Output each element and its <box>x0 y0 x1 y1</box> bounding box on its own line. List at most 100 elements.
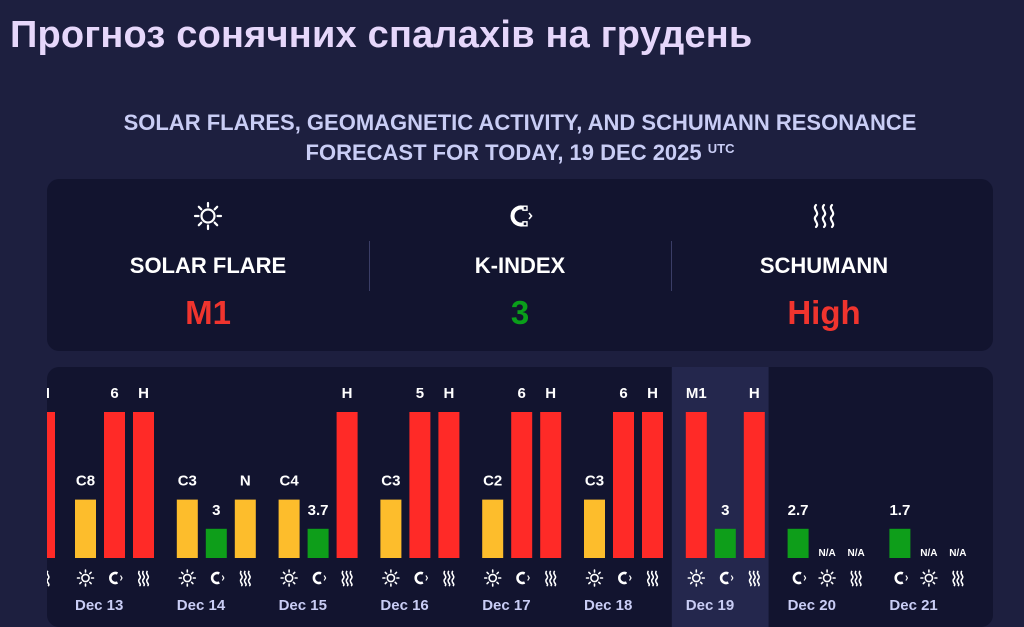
k-index-label: K-INDEX <box>474 253 566 278</box>
page-title: Прогноз сонячних спалахів на грудень <box>10 14 753 56</box>
wave-icon <box>47 570 50 587</box>
flare-bar <box>380 499 402 558</box>
kindex-bar <box>714 528 736 558</box>
kindex-bar <box>409 412 431 558</box>
date-label: Dec 13 <box>75 597 123 614</box>
solar-flare-value: M1 <box>185 294 231 331</box>
subtitle-line-1: SOLAR FLARES, GEOMAGNETIC ACTIVITY, AND … <box>123 110 917 135</box>
wave-icon <box>809 201 839 236</box>
flare-bar-label: C3 <box>178 473 197 490</box>
kindex-bar-label: 2.7 <box>788 502 809 519</box>
kindex-bar <box>889 528 911 558</box>
kindex-bar <box>104 412 125 558</box>
date-label: Dec 14 <box>177 597 226 614</box>
wave-icon <box>850 570 862 587</box>
flare-bar-label: M1 <box>686 385 707 402</box>
kindex-bar-label: 5 <box>416 385 424 402</box>
flare-bar <box>482 499 504 558</box>
schumann-summary: SCHUMANN High <box>671 179 977 351</box>
sun-icon <box>483 569 502 587</box>
schumann-bar-label: H <box>749 385 760 402</box>
utc-label: UTC <box>707 141 735 156</box>
kindex-bar <box>205 528 227 558</box>
magnet-icon <box>312 571 327 585</box>
flare-bar <box>75 499 96 558</box>
forecast-chart: H C8 6 H Dec 13 C3 3 N Dec 14 C4 3.7 H Dec 15 C3 5 H Dec… <box>47 367 993 627</box>
schumann-bar <box>234 499 256 558</box>
schumann-value: High <box>787 294 861 331</box>
magnet-icon <box>894 571 909 585</box>
sun-icon <box>382 569 400 587</box>
wave-icon <box>341 570 353 587</box>
sun-icon <box>818 569 836 587</box>
date-label: Dec 19 <box>686 597 734 614</box>
flare-bar-label: C3 <box>381 473 400 490</box>
flare-na-label: N/A <box>818 548 835 559</box>
flare-bar <box>685 412 707 558</box>
date-label: Dec 18 <box>584 597 632 614</box>
wave-icon <box>748 570 760 587</box>
solar-flare-label: SOLAR FLARE <box>129 253 287 278</box>
subtitle-date: FORECAST FOR TODAY, 19 DEC 2025 <box>305 140 702 165</box>
flare-bar-label: C3 <box>585 473 604 490</box>
flare-bar-label: C8 <box>76 473 95 490</box>
kindex-bar-label: 6 <box>619 385 627 402</box>
schumann-bar-label: H <box>647 385 658 402</box>
wave-icon <box>239 570 251 587</box>
schumann-bar <box>642 412 663 558</box>
wave-icon <box>137 570 150 587</box>
forecast-subtitle: SOLAR FLARES, GEOMAGNETIC ACTIVITY, AND … <box>0 108 1024 168</box>
kindex-bar <box>787 528 809 558</box>
magnet-icon <box>792 571 807 585</box>
schumann-bar-label: N <box>240 473 251 490</box>
subtitle-line-2: FORECAST FOR TODAY, 19 DEC 2025 UTC <box>0 138 1024 168</box>
wave-icon <box>545 570 557 587</box>
wave-icon <box>443 570 455 587</box>
schumann-bar <box>438 412 460 558</box>
flare-bar-label: C4 <box>280 473 300 490</box>
date-label: Dec 21 <box>889 597 937 614</box>
kindex-bar <box>613 412 634 558</box>
kindex-bar-label: 6 <box>110 385 118 402</box>
wave-icon <box>952 570 964 587</box>
kindex-bar-label: 1.7 <box>889 502 910 519</box>
date-label: Dec 20 <box>788 597 836 614</box>
kindex-bar <box>307 528 329 558</box>
previous-day-bar <box>47 412 55 558</box>
magnet-icon <box>618 571 632 585</box>
date-label: Dec 16 <box>380 597 428 614</box>
magnet-icon <box>414 571 429 585</box>
flare-bar <box>584 499 605 558</box>
schumann-bar <box>336 412 358 558</box>
magnet-icon <box>516 571 530 585</box>
magnet-icon <box>109 571 123 585</box>
solar-flare-summary: SOLAR FLARE M1 <box>47 179 369 351</box>
schumann-bar <box>540 412 562 558</box>
sun-icon <box>193 201 223 236</box>
magnet-icon <box>210 571 225 585</box>
k-index-summary: K-INDEX 3 <box>369 179 671 351</box>
date-label: Dec 17 <box>482 597 530 614</box>
date-label: Dec 15 <box>279 597 327 614</box>
sun-icon <box>280 569 298 587</box>
forecast-chart-svg: H C8 6 H Dec 13 C3 3 N Dec 14 C4 3.7 H Dec 15 C3 5 H Dec… <box>47 367 967 627</box>
wave-icon <box>646 570 659 587</box>
flare-bar <box>176 499 198 558</box>
kindex-bar-label: 3 <box>721 502 729 519</box>
sun-icon <box>687 569 706 587</box>
schumann-na-label: N/A <box>847 548 864 559</box>
schumann-bar <box>743 412 765 558</box>
kindex-bar-label: 6 <box>518 385 526 402</box>
schumann-label: SCHUMANN <box>759 253 889 278</box>
previous-day-bar-label: H <box>47 385 50 402</box>
sun-icon <box>920 569 938 587</box>
schumann-bar <box>133 412 154 558</box>
k-index-value: 3 <box>510 294 530 331</box>
kindex-bar <box>511 412 533 558</box>
summary-divider <box>671 241 672 291</box>
flare-na-label: N/A <box>920 548 937 559</box>
schumann-bar-label: H <box>342 385 353 402</box>
schumann-bar-label: H <box>443 385 454 402</box>
sun-icon <box>76 569 95 587</box>
sun-icon <box>585 569 604 587</box>
